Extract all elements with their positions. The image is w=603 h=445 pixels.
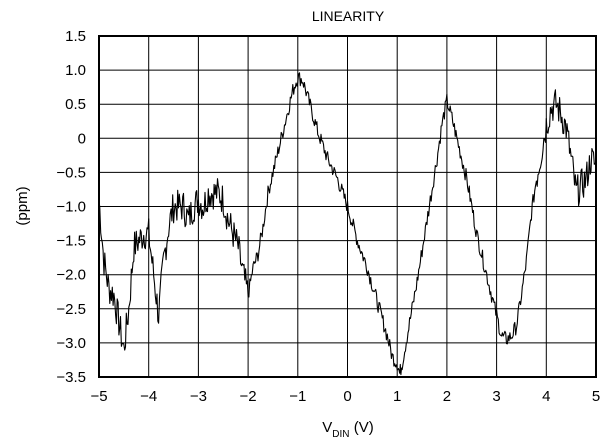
y-tick-label: −2.0 [56,267,86,284]
tick-labels: −5 −4 −3 −2 −1 0 1 2 3 4 5 1.5 1.0 0.5 0 −0.5 −1.0 −1.5 −2… [56,28,600,405]
y-tick-label: 1.0 [65,62,86,79]
x-tick-label: 4 [542,388,550,405]
chart-title: LINEARITY [312,8,385,24]
x-tick-label: −4 [140,388,157,405]
x-tick-label: 0 [343,388,351,405]
y-tick-label: 0 [78,130,86,147]
y-axis-label: (ppm) [14,186,31,225]
x-tick-label: 5 [592,388,600,405]
y-tick-label: −3.0 [56,335,86,352]
x-tick-label: 2 [443,388,451,405]
x-axis-label: VDIN (V) [322,419,373,440]
y-tick-label: −0.5 [56,164,86,181]
x-tick-label: −5 [90,388,107,405]
x-axis-label-main: V [322,419,332,436]
series-line [98,72,597,376]
y-tick-label: −2.5 [56,301,86,318]
x-axis-label-unit: (V) [350,419,374,436]
y-tick-label: −1.5 [56,233,86,250]
x-tick-label: 1 [393,388,401,405]
y-tick-label: −3.5 [56,369,86,386]
x-axis-label-sub: DIN [332,429,349,440]
y-tick-label: 1.5 [65,28,86,45]
y-tick-label: 0.5 [65,96,86,113]
y-tick-label: −1.0 [56,199,86,216]
x-tick-label: 3 [492,388,500,405]
x-tick-label: −1 [289,388,306,405]
x-tick-label: −2 [240,388,257,405]
x-tick-label: −3 [190,388,207,405]
plot-frame [98,35,597,378]
